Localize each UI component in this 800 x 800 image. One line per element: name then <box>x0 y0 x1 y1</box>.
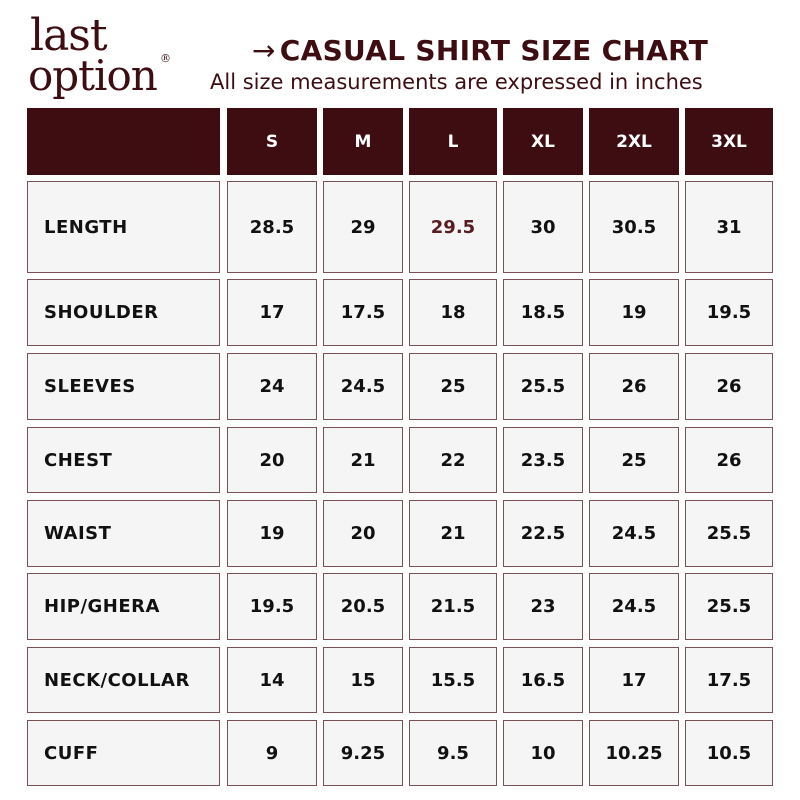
row-label: WAIST <box>27 500 220 567</box>
table-cell: 21 <box>323 427 403 493</box>
row-label: CHEST <box>27 427 220 493</box>
table-cell: 23 <box>503 573 583 640</box>
column-header: XL <box>503 108 583 175</box>
table-cell: 26 <box>685 427 773 493</box>
table-cell: 22 <box>409 427 497 493</box>
table-cell: 17 <box>589 647 679 713</box>
brand-logo: last option ® <box>28 14 178 98</box>
table-cell: 9.5 <box>409 720 497 786</box>
table-cell: 19 <box>589 279 679 346</box>
table-cell: 26 <box>589 353 679 420</box>
table-cell: 17.5 <box>323 279 403 346</box>
table-cell: 29.5 <box>409 181 497 273</box>
table-cell: 15 <box>323 647 403 713</box>
row-label: LENGTH <box>27 181 220 273</box>
table-cell: 14 <box>227 647 317 713</box>
table-cell: 17 <box>227 279 317 346</box>
row-label: NECK/COLLAR <box>27 647 220 713</box>
table-cell: 29 <box>323 181 403 273</box>
title-text: CASUAL SHIRT SIZE CHART <box>279 34 709 67</box>
row-label: SLEEVES <box>27 353 220 420</box>
table-cell: 25.5 <box>685 500 773 567</box>
page-title: → CASUAL SHIRT SIZE CHART <box>252 34 708 67</box>
arrow-right-icon: → <box>252 34 276 67</box>
table-cell: 25.5 <box>685 573 773 640</box>
table-cell: 19 <box>227 500 317 567</box>
table-cell: 18.5 <box>503 279 583 346</box>
column-header: M <box>323 108 403 175</box>
table-cell: 30 <box>503 181 583 273</box>
table-cell: 31 <box>685 181 773 273</box>
row-label: HIP/GHERA <box>27 573 220 640</box>
table-cell: 19.5 <box>685 279 773 346</box>
table-cell: 25 <box>409 353 497 420</box>
table-cell: 26 <box>685 353 773 420</box>
table-cell: 28.5 <box>227 181 317 273</box>
table-cell: 10.25 <box>589 720 679 786</box>
table-cell: 18 <box>409 279 497 346</box>
logo-line-2: option <box>28 51 158 100</box>
table-cell: 20.5 <box>323 573 403 640</box>
table-cell: 9 <box>227 720 317 786</box>
row-label: SHOULDER <box>27 279 220 346</box>
table-cell: 10 <box>503 720 583 786</box>
table-cell: 25 <box>589 427 679 493</box>
table-cell: 21.5 <box>409 573 497 640</box>
table-cell: 21 <box>409 500 497 567</box>
registered-mark: ® <box>160 52 171 65</box>
table-cell: 9.25 <box>323 720 403 786</box>
table-cell: 19.5 <box>227 573 317 640</box>
page-subtitle: All size measurements are expressed in i… <box>210 70 703 94</box>
table-cell: 24.5 <box>323 353 403 420</box>
table-cell: 20 <box>227 427 317 493</box>
table-cell: 16.5 <box>503 647 583 713</box>
table-cell: 30.5 <box>589 181 679 273</box>
table-cell: 25.5 <box>503 353 583 420</box>
table-cell: 17.5 <box>685 647 773 713</box>
table-cell: 20 <box>323 500 403 567</box>
table-cell: 24.5 <box>589 573 679 640</box>
table-cell: 24 <box>227 353 317 420</box>
table-cell: 15.5 <box>409 647 497 713</box>
column-header: L <box>409 108 497 175</box>
logo-line-1: last <box>30 10 108 61</box>
table-cell: 10.5 <box>685 720 773 786</box>
header-corner <box>27 108 220 175</box>
table-cell: 24.5 <box>589 500 679 567</box>
column-header: S <box>227 108 317 175</box>
column-header: 3XL <box>685 108 773 175</box>
row-label: CUFF <box>27 720 220 786</box>
column-header: 2XL <box>589 108 679 175</box>
table-cell: 22.5 <box>503 500 583 567</box>
table-cell: 23.5 <box>503 427 583 493</box>
